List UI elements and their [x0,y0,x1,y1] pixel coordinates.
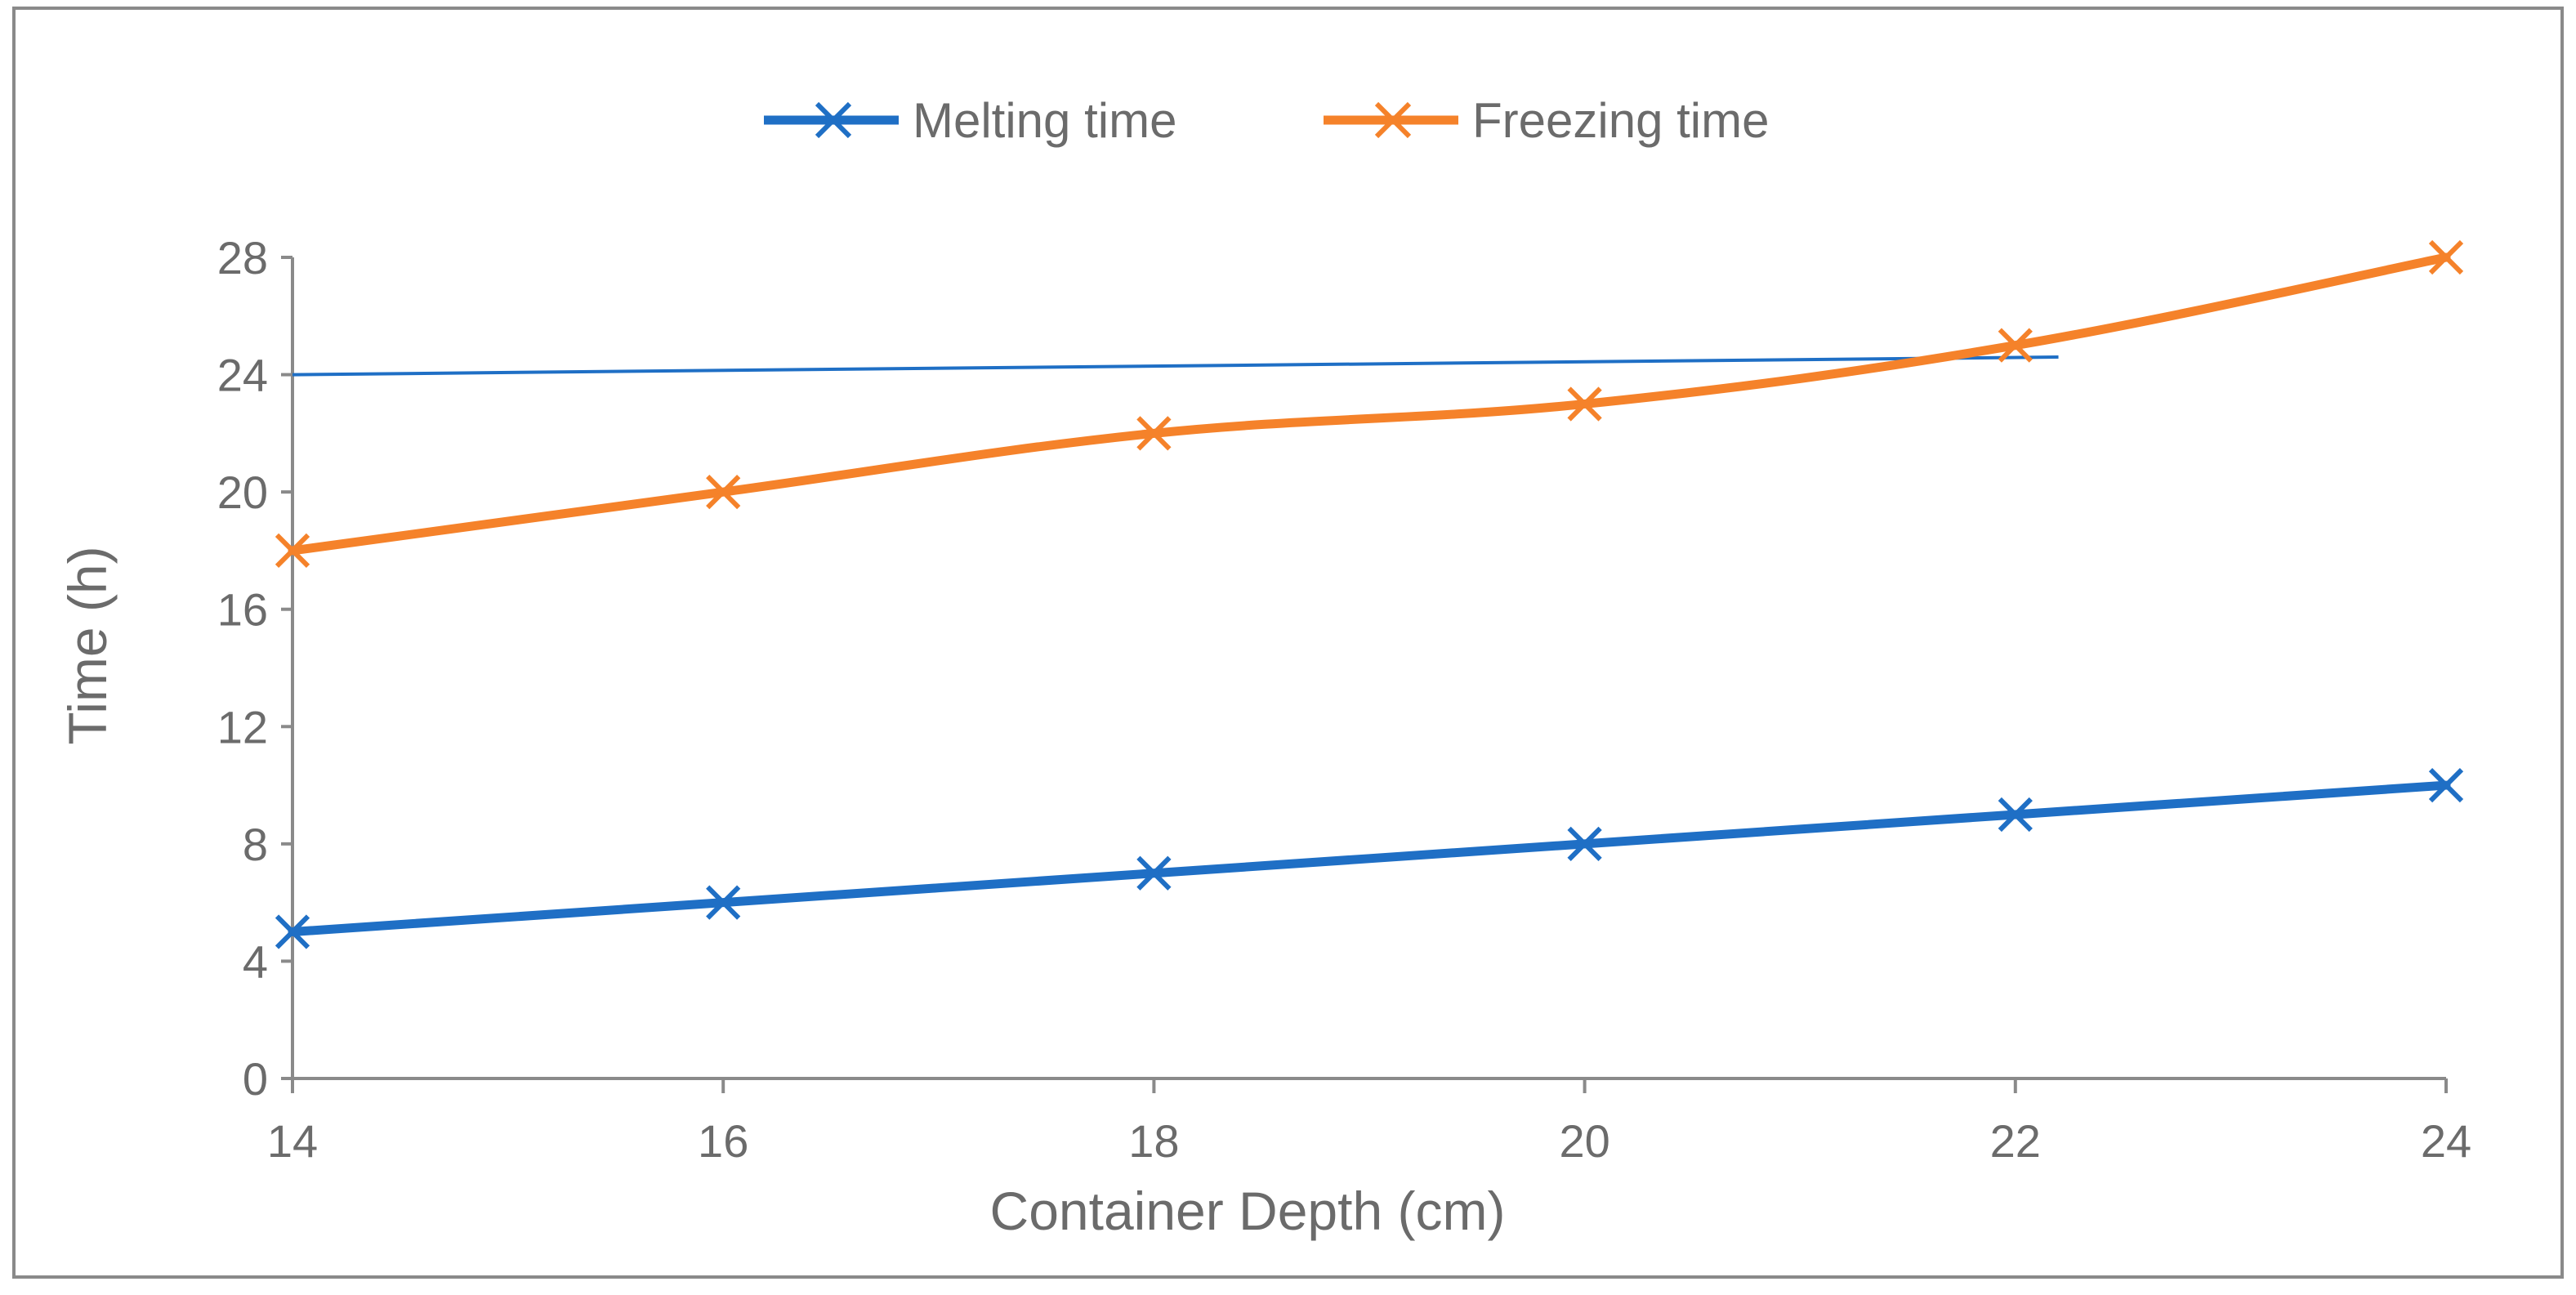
data-point-melting [706,885,741,920]
y-tick-label: 12 [217,701,268,752]
legend-item-freezing: Freezing time [1324,93,1769,148]
data-point-freezing [275,533,310,569]
y-tick-label: 28 [217,232,268,284]
legend-label-melting: Melting time [913,93,1176,148]
legend-marker-freezing [1374,101,1412,139]
y-tick-label: 0 [243,1053,268,1105]
y-tick-label: 8 [243,819,268,870]
series-line-melting [288,780,2451,937]
legend: Melting time Freezing time [764,93,1769,148]
y-tick-label: 20 [217,467,268,518]
data-point-melting [1136,855,1172,891]
data-point-freezing [1567,386,1602,422]
chart-border [12,7,2564,1279]
y-tick-label: 24 [217,350,268,401]
y-axis-title: Time (h) [57,546,118,744]
reference-lines [292,355,2059,377]
x-tick-label: 24 [2421,1115,2471,1167]
series-layer [275,239,2464,949]
data-point-melting [1567,826,1602,861]
data-point-freezing [706,475,741,510]
x-tick-label: 22 [1990,1115,2041,1167]
data-point-freezing [1136,416,1172,451]
data-point-freezing [1998,328,2033,363]
legend-item-melting: Melting time [764,93,1176,148]
axes: 0 4 8 12 16 20 24 28 14 16 18 20 22 24 [217,232,2471,1167]
legend-label-freezing: Freezing time [1472,93,1769,148]
series-line-freezing [288,252,2451,556]
data-point-melting [2428,767,2464,803]
legend-marker-melting [815,101,852,139]
y-tick-label: 4 [243,936,268,987]
data-point-freezing [2428,239,2464,275]
data-point-melting [1998,797,2033,833]
x-tick-label: 20 [1559,1115,1609,1167]
reference-line [292,355,2059,377]
y-tick-label: 16 [217,584,268,636]
x-tick-label: 18 [1128,1115,1179,1167]
x-axis-title: Container Depth (cm) [990,1181,1506,1241]
x-tick-label: 14 [267,1115,318,1167]
x-tick-label: 16 [698,1115,748,1167]
data-point-melting [275,914,310,949]
